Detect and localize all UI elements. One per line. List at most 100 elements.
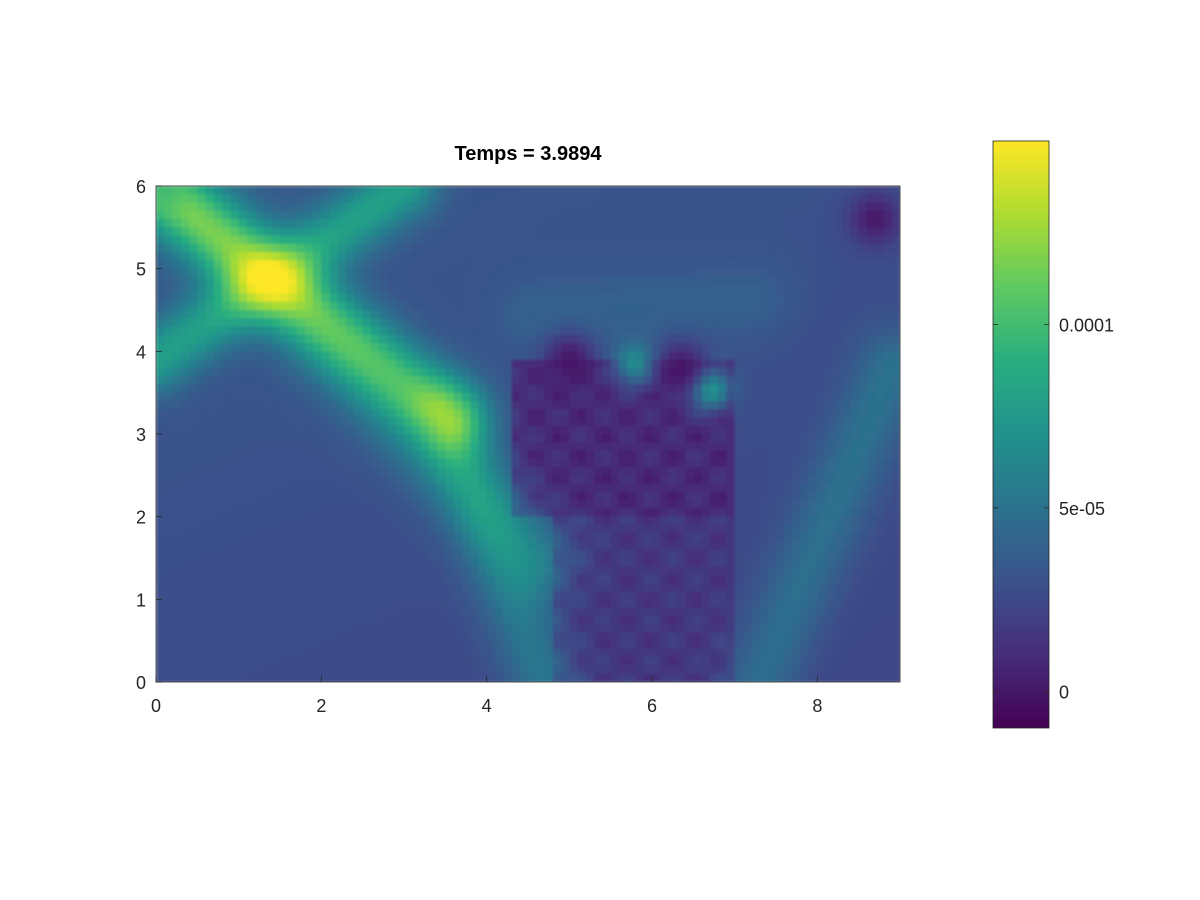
heatmap-cell xyxy=(842,615,851,625)
heatmap-cell xyxy=(164,582,174,592)
heatmap-cell xyxy=(693,301,703,311)
heatmap-cell xyxy=(643,624,653,633)
heatmap-cell xyxy=(643,359,653,369)
heatmap-cell xyxy=(767,417,777,427)
heatmap-cell xyxy=(693,268,703,278)
heatmap-cell xyxy=(321,351,331,361)
heatmap-cell xyxy=(734,591,744,600)
heatmap-cell xyxy=(519,310,529,319)
heatmap-cell xyxy=(461,243,471,253)
heatmap-cell xyxy=(610,351,620,361)
heatmap-cell xyxy=(742,252,752,261)
heatmap-cell xyxy=(569,500,579,509)
heatmap-cell xyxy=(486,500,496,509)
heatmap-cell xyxy=(486,632,496,642)
heatmap-cell xyxy=(751,409,761,419)
heatmap-cell xyxy=(362,500,372,509)
heatmap-cell xyxy=(437,434,446,443)
heatmap-cell xyxy=(676,417,686,427)
heatmap-cell xyxy=(164,591,174,600)
heatmap-cell xyxy=(180,268,190,278)
heatmap-cell xyxy=(263,450,273,460)
heatmap-cell xyxy=(569,442,579,452)
heatmap-cell xyxy=(660,351,670,361)
heatmap-cell xyxy=(817,615,827,625)
heatmap-cell xyxy=(668,467,678,476)
heatmap-cell xyxy=(792,219,802,228)
heatmap-cell xyxy=(693,632,703,642)
heatmap-cell xyxy=(404,450,413,460)
heatmap-cell xyxy=(230,409,240,419)
heatmap-cell xyxy=(734,343,744,352)
heatmap-cell xyxy=(817,359,827,369)
heatmap-cell xyxy=(197,508,207,518)
heatmap-cell xyxy=(271,574,281,584)
heatmap-cell xyxy=(304,376,314,385)
heatmap-cell xyxy=(618,276,628,286)
heatmap-cell xyxy=(503,326,513,336)
heatmap-cell xyxy=(784,434,794,443)
heatmap-cell xyxy=(676,425,686,435)
heatmap-cell xyxy=(528,483,537,493)
heatmap-cell xyxy=(776,434,785,443)
heatmap-cell xyxy=(255,632,265,642)
heatmap-cell xyxy=(668,558,678,567)
heatmap-cell xyxy=(404,351,413,361)
heatmap-cell xyxy=(660,334,670,344)
heatmap-cell xyxy=(817,310,827,319)
heatmap-cell xyxy=(825,376,835,385)
heatmap-cell xyxy=(428,252,438,261)
heatmap-cell xyxy=(180,293,190,303)
heatmap-cell xyxy=(280,334,289,344)
heatmap-cell xyxy=(552,409,562,419)
heatmap-cell xyxy=(263,268,273,278)
heatmap-cell xyxy=(701,566,711,576)
heatmap-cell xyxy=(379,334,389,344)
heatmap-cell xyxy=(842,243,851,253)
heatmap-cell xyxy=(891,409,900,419)
heatmap-cell xyxy=(809,524,818,534)
heatmap-cell xyxy=(362,326,372,336)
heatmap-cell xyxy=(445,210,455,220)
heatmap-cell xyxy=(627,227,637,237)
heatmap-cell xyxy=(445,202,455,212)
heatmap-cell xyxy=(222,516,231,526)
heatmap-cell xyxy=(337,326,347,336)
heatmap-cell xyxy=(164,640,174,650)
heatmap-cell xyxy=(833,268,843,278)
heatmap-cell xyxy=(362,351,372,361)
heatmap-cell xyxy=(685,235,694,245)
heatmap-cell xyxy=(701,301,711,311)
heatmap-cell xyxy=(701,219,711,228)
heatmap-cell xyxy=(189,210,198,220)
heatmap-cell xyxy=(404,227,413,237)
heatmap-cell xyxy=(875,326,885,336)
heatmap-cell xyxy=(842,367,851,377)
heatmap-cell xyxy=(519,219,529,228)
heatmap-cell xyxy=(676,310,686,319)
heatmap-cell xyxy=(792,318,802,328)
heatmap-cell xyxy=(478,392,488,402)
heatmap-cell xyxy=(230,491,240,501)
heatmap-cell xyxy=(618,367,628,377)
heatmap-cell xyxy=(759,276,769,286)
heatmap-cell xyxy=(660,235,670,245)
heatmap-cell xyxy=(230,475,240,485)
heatmap-cell xyxy=(494,243,504,253)
heatmap-cell xyxy=(172,417,182,427)
heatmap-cell xyxy=(304,210,314,220)
heatmap-cell xyxy=(503,243,513,253)
heatmap-cell xyxy=(891,268,900,278)
heatmap-cell xyxy=(726,632,736,642)
heatmap-cell xyxy=(428,409,438,419)
heatmap-cell xyxy=(858,301,868,311)
heatmap-cell xyxy=(519,640,529,650)
heatmap-cell xyxy=(370,351,380,361)
heatmap-cell xyxy=(296,384,306,394)
heatmap-cell xyxy=(354,392,364,402)
heatmap-cell xyxy=(858,285,868,295)
heatmap-cell xyxy=(511,219,521,228)
heatmap-cell xyxy=(784,400,794,410)
heatmap-cell xyxy=(883,425,893,435)
